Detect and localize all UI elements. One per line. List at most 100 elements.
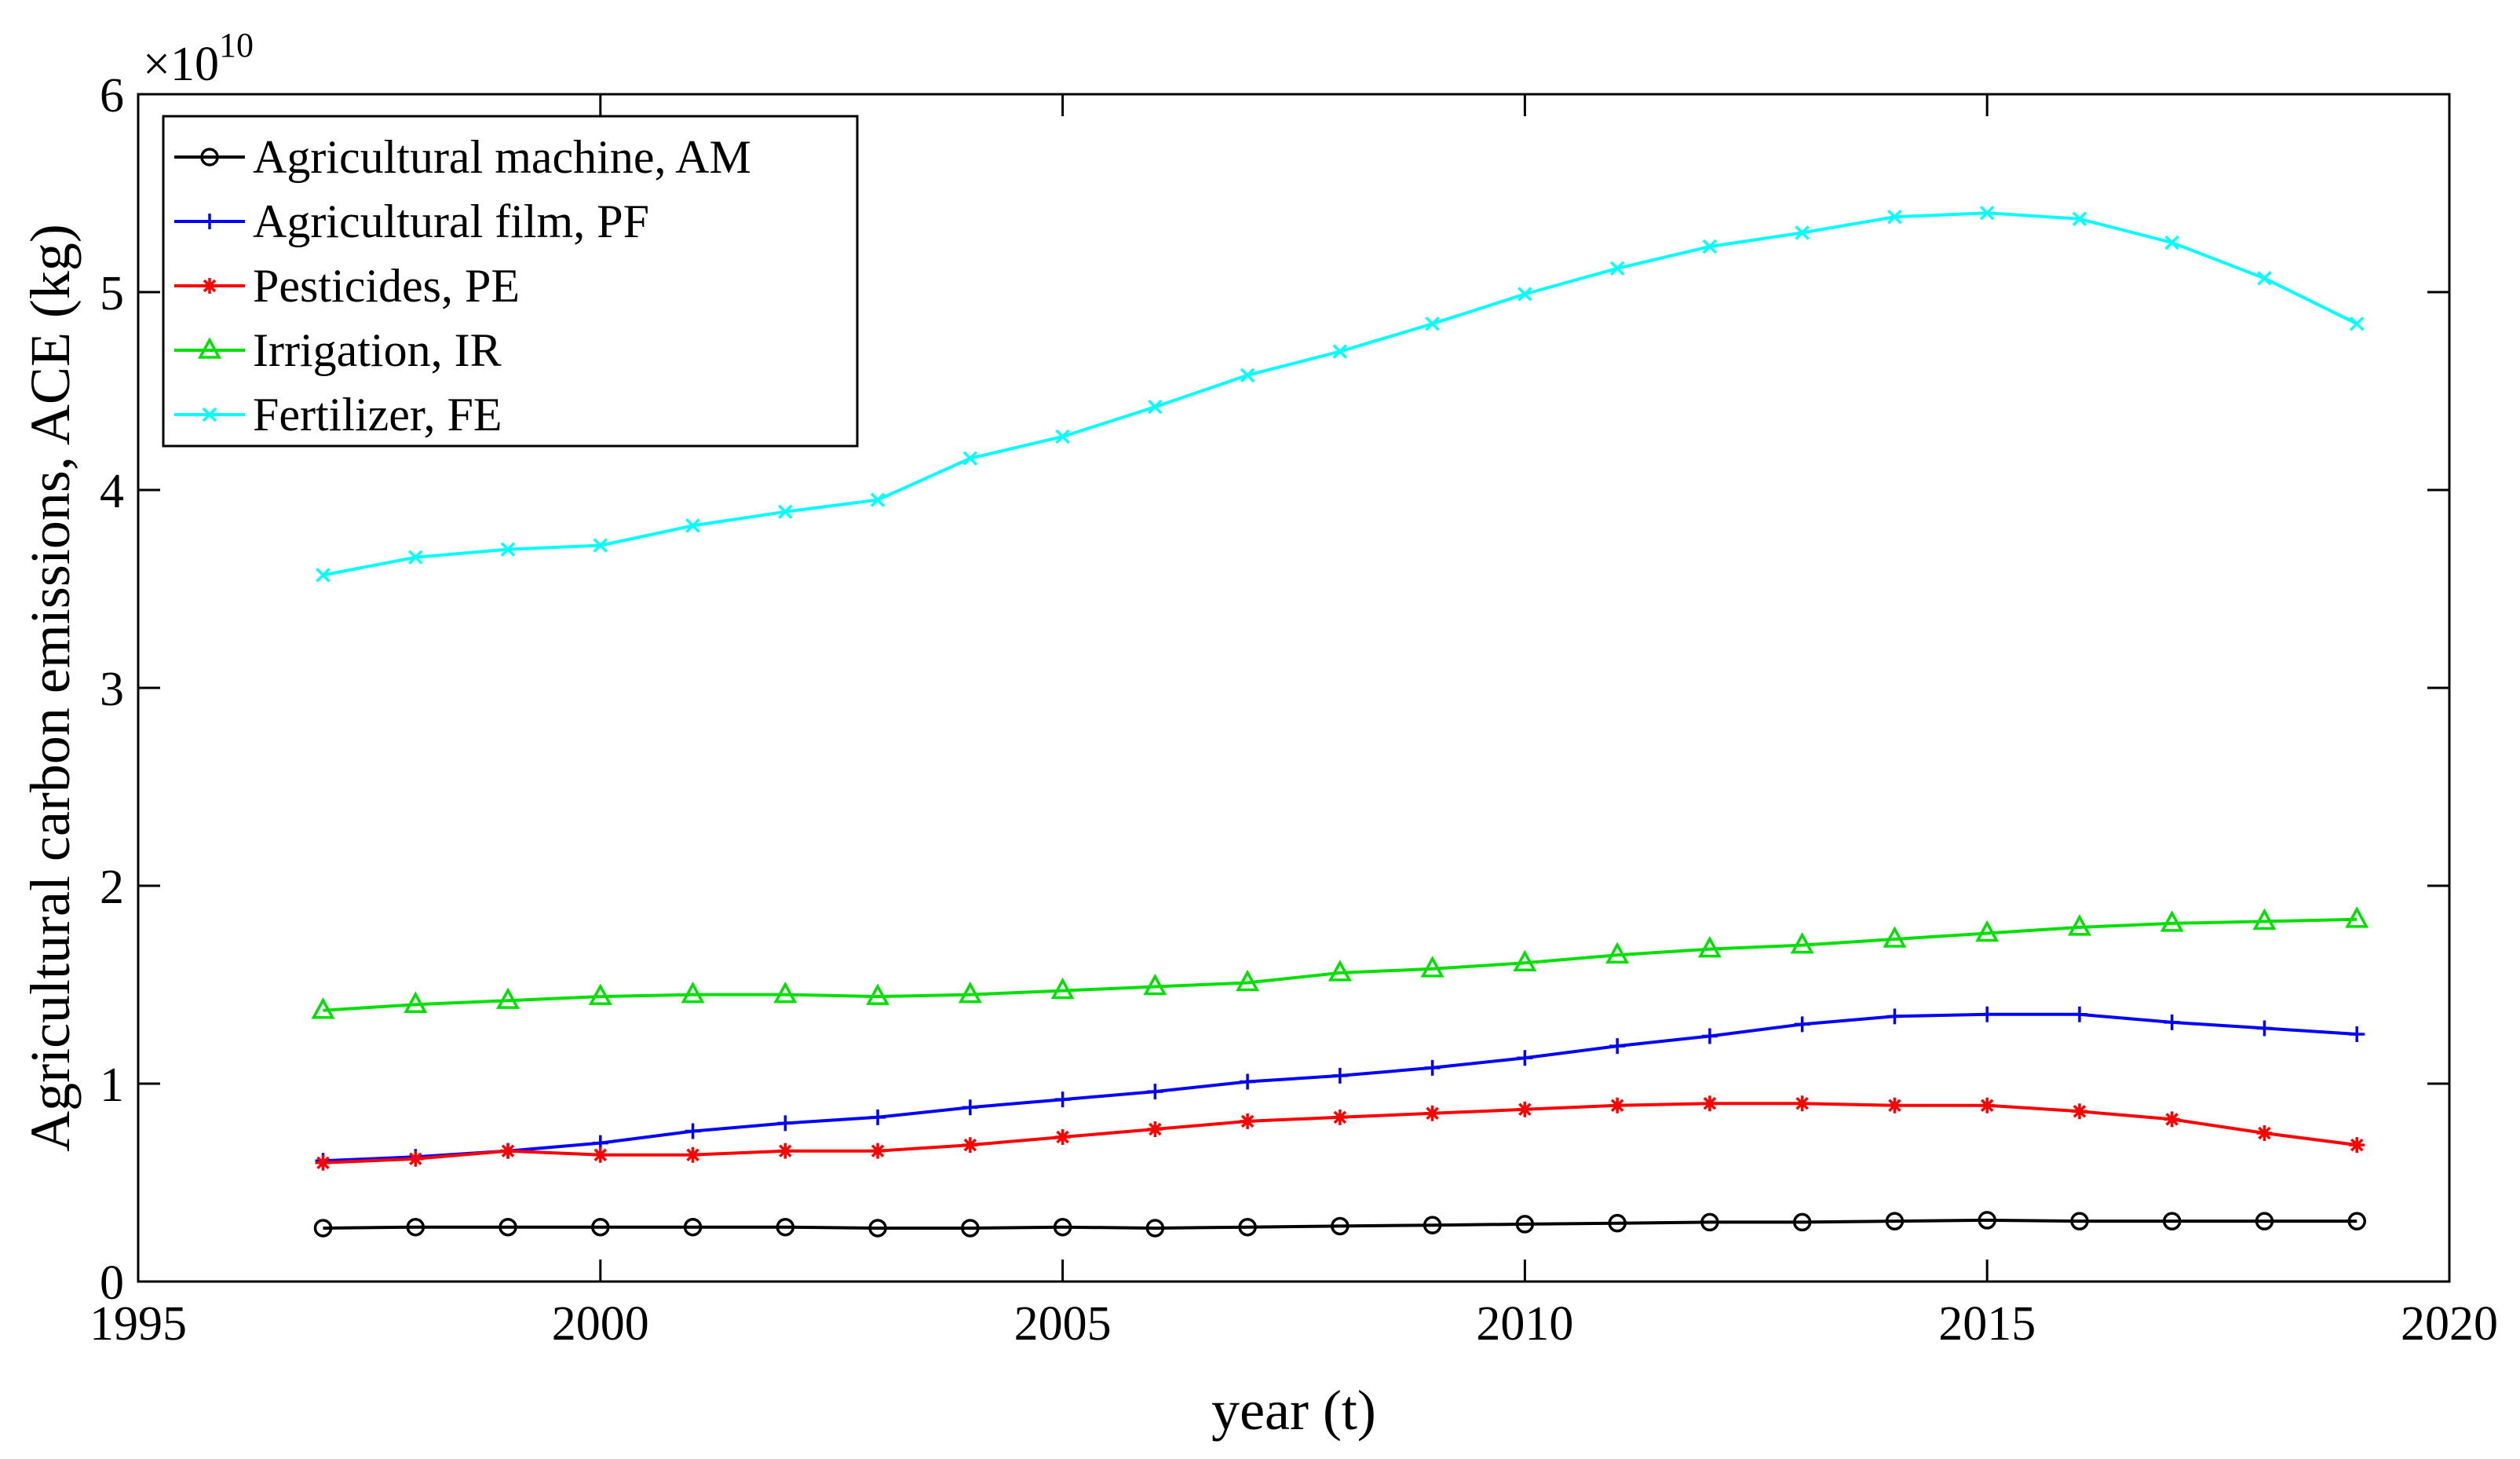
- data-point: [2068, 914, 2091, 936]
- data-point: [2072, 211, 2087, 226]
- x-tick-label: 2010: [1476, 1297, 1573, 1351]
- data-point: [777, 1115, 794, 1132]
- data-point: [1978, 1211, 1996, 1230]
- data-point: [1240, 367, 1255, 383]
- legend-label: Agricultural film, PF: [253, 196, 649, 247]
- data-point: [1238, 1217, 1257, 1237]
- data-point: [1331, 1067, 1348, 1084]
- y-tick-label: 4: [100, 465, 124, 518]
- legend: Agricultural machine, AM Agricultural fil…: [162, 115, 859, 448]
- data-point: [1331, 1109, 1348, 1125]
- legend-item: Agricultural film, PF: [174, 196, 649, 247]
- data-point: [2347, 1212, 2366, 1230]
- data-point: [1979, 205, 1995, 221]
- legend-swatch-marker: [198, 337, 221, 359]
- data-point: [1886, 1008, 1903, 1025]
- x-tick-label: 1995: [89, 1297, 187, 1351]
- series-2: [315, 1095, 2365, 1171]
- data-point: [1332, 344, 1348, 359]
- series-3: [311, 906, 2369, 1019]
- data-point: [1701, 1095, 1718, 1112]
- data-point: [1697, 935, 1722, 958]
- data-point: [1513, 949, 1537, 972]
- data-point: [406, 1217, 425, 1237]
- data-point: [1883, 926, 1907, 948]
- data-point: [1145, 1219, 1165, 1238]
- data-point: [311, 997, 335, 1019]
- legend-item: Fertilizer, FE: [174, 389, 502, 441]
- data-point: [2070, 1212, 2089, 1230]
- legend-item: Pesticides, PE: [174, 260, 520, 312]
- series-line: [323, 917, 2357, 1012]
- data-point: [962, 451, 978, 466]
- data-point: [1885, 1212, 1905, 1230]
- data-point: [500, 1143, 517, 1159]
- data-point: [1050, 977, 1075, 1000]
- legend-label: Agricultural machine, AM: [253, 131, 751, 183]
- data-point: [868, 1219, 887, 1238]
- data-point: [2255, 1212, 2274, 1230]
- y-tick-label: 2: [100, 861, 124, 914]
- data-point: [591, 1217, 610, 1237]
- data-point: [1795, 225, 1810, 240]
- series-line: [323, 1218, 2357, 1230]
- data-point: [1886, 1097, 1903, 1113]
- data-point: [685, 1123, 701, 1139]
- data-point: [1147, 1121, 1163, 1137]
- data-point: [961, 1219, 980, 1238]
- data-point: [1515, 1215, 1535, 1234]
- data-point: [870, 492, 886, 507]
- data-point: [776, 1217, 795, 1237]
- data-point: [1148, 399, 1163, 415]
- data-point: [1328, 960, 1352, 982]
- data-point: [685, 518, 700, 533]
- data-point: [773, 981, 798, 1004]
- data-point: [1147, 1084, 1163, 1100]
- x-tick-label: 2005: [1014, 1297, 1112, 1351]
- data-point: [1792, 1212, 1812, 1232]
- data-point: [2349, 1026, 2365, 1042]
- data-point: [500, 542, 516, 557]
- data-point: [1240, 1113, 1256, 1129]
- data-point: [1517, 287, 1532, 302]
- y-tick-label: 0: [100, 1256, 124, 1310]
- y-tick-label: 1: [100, 1059, 124, 1112]
- data-point: [1701, 1028, 1718, 1044]
- data-point: [1054, 1092, 1071, 1108]
- data-point: [2252, 908, 2277, 931]
- data-point: [870, 1109, 886, 1125]
- data-point: [313, 1219, 333, 1238]
- data-point: [1794, 1016, 1810, 1033]
- data-point: [2162, 1212, 2182, 1230]
- data-point: [1517, 1101, 1533, 1117]
- legend-label: Pesticides, PE: [253, 260, 520, 312]
- data-point: [1790, 931, 1814, 954]
- data-point: [778, 504, 793, 519]
- data-point: [1424, 1105, 1441, 1121]
- data-point: [1979, 1006, 1996, 1022]
- data-point: [1331, 1216, 1349, 1236]
- data-point: [958, 981, 982, 1004]
- x-tick-label: 2020: [2401, 1297, 2498, 1351]
- data-point: [681, 981, 705, 1004]
- data-point: [499, 1217, 517, 1237]
- data-point: [496, 987, 520, 1009]
- data-point: [404, 991, 428, 1013]
- data-point: [2256, 1125, 2273, 1141]
- data-point: [1236, 969, 1260, 992]
- data-point: [2071, 1006, 2087, 1022]
- data-point: [2256, 1020, 2273, 1037]
- data-point: [408, 550, 423, 565]
- data-point: [777, 1143, 794, 1159]
- data-point: [316, 568, 331, 583]
- data-point: [592, 1146, 608, 1163]
- data-point: [1424, 1059, 1441, 1076]
- legend-swatch-marker: [202, 278, 217, 294]
- data-point: [1605, 942, 1630, 964]
- data-point: [1420, 956, 1444, 978]
- series-1: [315, 1006, 2365, 1169]
- y-exponent-prefix: ×10: [143, 38, 219, 91]
- data-point: [407, 1150, 424, 1167]
- legend-swatch-marker: [200, 148, 219, 166]
- data-point: [1975, 920, 2000, 942]
